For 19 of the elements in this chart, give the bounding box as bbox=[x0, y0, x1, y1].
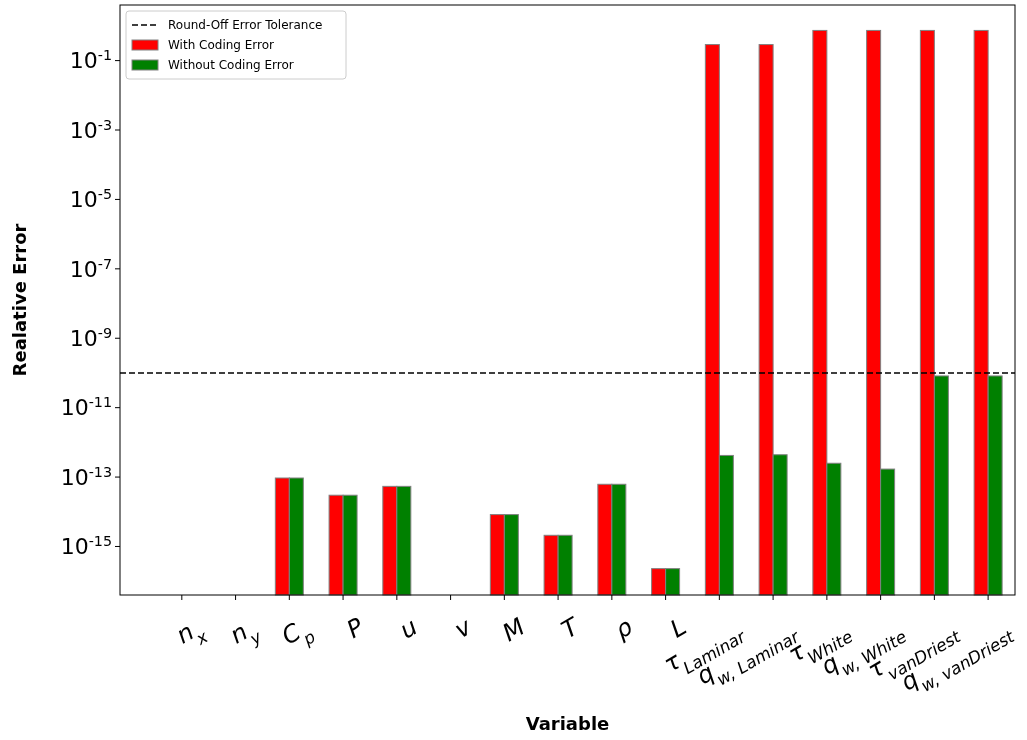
y-tick-label: 10$^{-5}$ bbox=[69, 186, 112, 213]
x-tick-label: v bbox=[449, 612, 477, 644]
y-tick-label: 10$^{-3}$ bbox=[69, 116, 112, 143]
y-tick-label: 10$^{-15}$ bbox=[60, 533, 112, 560]
y-axis-title: Realative Error bbox=[9, 223, 30, 377]
legend-label: Round-Off Error Tolerance bbox=[168, 18, 323, 33]
y-tick-label: 10$^{-11}$ bbox=[60, 394, 112, 421]
y-tick-label: 10$^{-9}$ bbox=[69, 324, 112, 351]
x-tick-label: T bbox=[556, 611, 586, 645]
x-tick-label: P bbox=[341, 612, 369, 644]
x-tick-label: ρ bbox=[610, 612, 638, 645]
x-axis-title: Variable bbox=[525, 713, 610, 734]
y-tick-label: 10$^{-13}$ bbox=[60, 463, 112, 490]
y-tick-label: 10$^{-7}$ bbox=[69, 255, 112, 282]
x-tick-label: u bbox=[395, 612, 423, 645]
legend-label: Without Coding Error bbox=[168, 58, 294, 73]
x-tick-label: M bbox=[497, 612, 530, 648]
legend-label: With Coding Error bbox=[168, 38, 275, 53]
y-tick-label: 10$^{-1}$ bbox=[69, 47, 112, 74]
